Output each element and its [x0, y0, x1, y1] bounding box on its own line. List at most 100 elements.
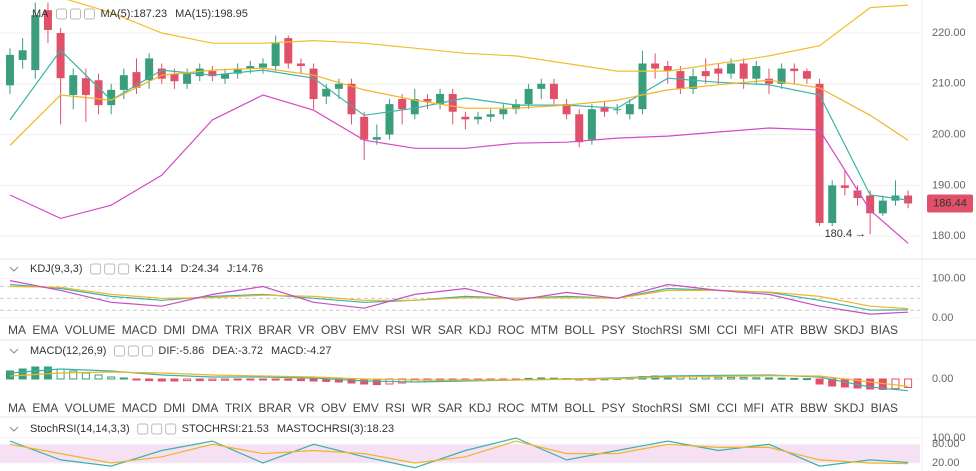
indicator-tab[interactable]: SAR	[438, 323, 463, 337]
indicator-tab[interactable]: SKDJ	[834, 323, 865, 337]
series-line	[9, 437, 909, 469]
indicator-tab[interactable]: PSY	[601, 323, 625, 337]
legend-entry: K:21.14	[135, 263, 173, 275]
candle-body	[448, 93, 457, 112]
candle-body	[233, 68, 242, 74]
y-tick-label: 190.00	[932, 179, 966, 191]
icon-gear[interactable]	[151, 423, 163, 435]
candle-body	[764, 78, 773, 84]
indicator-tab[interactable]: MA	[8, 323, 26, 337]
indicator-tab[interactable]: BIAS	[871, 401, 898, 415]
candle-body	[461, 116, 470, 120]
indicator-tab[interactable]: EMA	[32, 401, 58, 415]
candle-body	[474, 116, 483, 120]
indicator-tab[interactable]: DMI	[163, 323, 185, 337]
candle-body	[904, 195, 913, 204]
indicator-tab[interactable]: BRAR	[258, 323, 292, 337]
indicator-tab[interactable]: CCI	[717, 401, 738, 415]
candle-body	[258, 63, 267, 68]
last-price-tag	[927, 194, 973, 213]
indicator-tab[interactable]: SMI	[689, 323, 710, 337]
indicator-tab[interactable]: KDJ	[469, 401, 492, 415]
indicator-tab[interactable]: RSI	[385, 323, 405, 337]
indicator-tab[interactable]: WR	[411, 323, 431, 337]
indicator-tab[interactable]: MACD	[122, 401, 158, 415]
indicator-tab[interactable]: PSY	[601, 401, 625, 415]
icon-close[interactable]	[118, 263, 130, 275]
icon-gear[interactable]	[70, 8, 81, 20]
indicator-tab[interactable]: BIAS	[871, 323, 898, 337]
indicator-tab[interactable]: DMI	[163, 401, 185, 415]
indicator-tab[interactable]: MTM	[531, 401, 558, 415]
histogram-bar	[246, 378, 255, 381]
indicator-tab[interactable]: OBV	[321, 401, 346, 415]
indicator-tab[interactable]: WR	[411, 401, 431, 415]
icon-gear[interactable]	[104, 263, 116, 275]
indicator-tab[interactable]: MA	[8, 401, 26, 415]
indicator-tab[interactable]: EMA	[32, 323, 58, 337]
icon-gear[interactable]	[127, 345, 139, 357]
indicator-tab[interactable]: EMV	[353, 323, 379, 337]
legend-entry: MA(5):187.23	[101, 8, 168, 20]
indicator-tab[interactable]: OBV	[321, 323, 346, 337]
histogram-bar	[94, 374, 103, 380]
indicator-tab[interactable]: ROC	[498, 323, 525, 337]
indicator-tab[interactable]: BRAR	[258, 401, 292, 415]
indicator-tab[interactable]: KDJ	[469, 323, 492, 337]
icon-eye[interactable]	[56, 8, 67, 20]
icon-eye[interactable]	[113, 345, 125, 357]
y-tick-label: 20.00	[932, 457, 960, 469]
indicator-tab[interactable]: MFI	[744, 401, 765, 415]
candle-body	[727, 63, 736, 74]
collapse-caret[interactable]	[9, 426, 19, 432]
candle-body	[157, 68, 166, 79]
icon-eye[interactable]	[90, 263, 102, 275]
indicator-tab[interactable]: MACD	[122, 323, 158, 337]
icon-eye[interactable]	[137, 423, 149, 435]
indicator-tab[interactable]: DMA	[192, 323, 219, 337]
series-line	[9, 285, 909, 310]
indicator-tab[interactable]: SMI	[689, 401, 710, 415]
indicator-tab[interactable]: RSI	[385, 401, 405, 415]
legend-entry: D:24.34	[181, 263, 220, 275]
series-line	[66, 0, 909, 72]
indicator-tab[interactable]: ATR	[771, 401, 794, 415]
histogram-bar	[815, 378, 824, 385]
y-tick-label: 0.00	[932, 312, 953, 324]
candle-body	[322, 88, 331, 97]
indicator-tab[interactable]: SKDJ	[834, 401, 865, 415]
histogram-bar	[170, 378, 179, 382]
indicator-tab[interactable]: CCI	[717, 323, 738, 337]
indicator-tab[interactable]: ATR	[771, 323, 794, 337]
indicator-tab[interactable]: BBW	[800, 401, 828, 415]
indicator-tab[interactable]: MTM	[531, 323, 558, 337]
indicator-tab[interactable]: VOLUME	[65, 401, 116, 415]
icon-close[interactable]	[141, 345, 153, 357]
indicator-tab[interactable]: MFI	[744, 323, 765, 337]
indicator-tab[interactable]: BOLL	[564, 323, 595, 337]
indicator-tab[interactable]: BBW	[800, 323, 828, 337]
y-tick-label: 220.00	[932, 27, 966, 39]
candle-body	[5, 54, 14, 86]
indicator-tab[interactable]: EMV	[353, 401, 379, 415]
collapse-caret[interactable]	[9, 348, 19, 354]
indicator-tab[interactable]: StochRSI	[632, 323, 683, 337]
indicator-tab[interactable]: DMA	[192, 401, 219, 415]
candle-body	[221, 73, 230, 79]
indicator-tab[interactable]: TRIX	[225, 401, 252, 415]
indicator-tab[interactable]: TRIX	[225, 323, 252, 337]
indicator-tab[interactable]: VR	[298, 323, 315, 337]
indicator-tab[interactable]: SAR	[438, 401, 463, 415]
collapse-caret[interactable]	[9, 266, 19, 272]
indicator-tab[interactable]: VOLUME	[65, 323, 116, 337]
low-annotation: 180.4 →	[825, 228, 867, 240]
indicator-tab[interactable]: VR	[298, 401, 315, 415]
icon-close[interactable]	[165, 423, 177, 435]
histogram-bar	[296, 378, 305, 382]
indicator-tab[interactable]: ROC	[498, 401, 525, 415]
icon-close[interactable]	[84, 8, 95, 20]
indicator-tab[interactable]: BOLL	[564, 401, 595, 415]
indicator-tab[interactable]: StochRSI	[632, 401, 683, 415]
candle-body	[284, 38, 293, 64]
series-line	[9, 49, 909, 201]
